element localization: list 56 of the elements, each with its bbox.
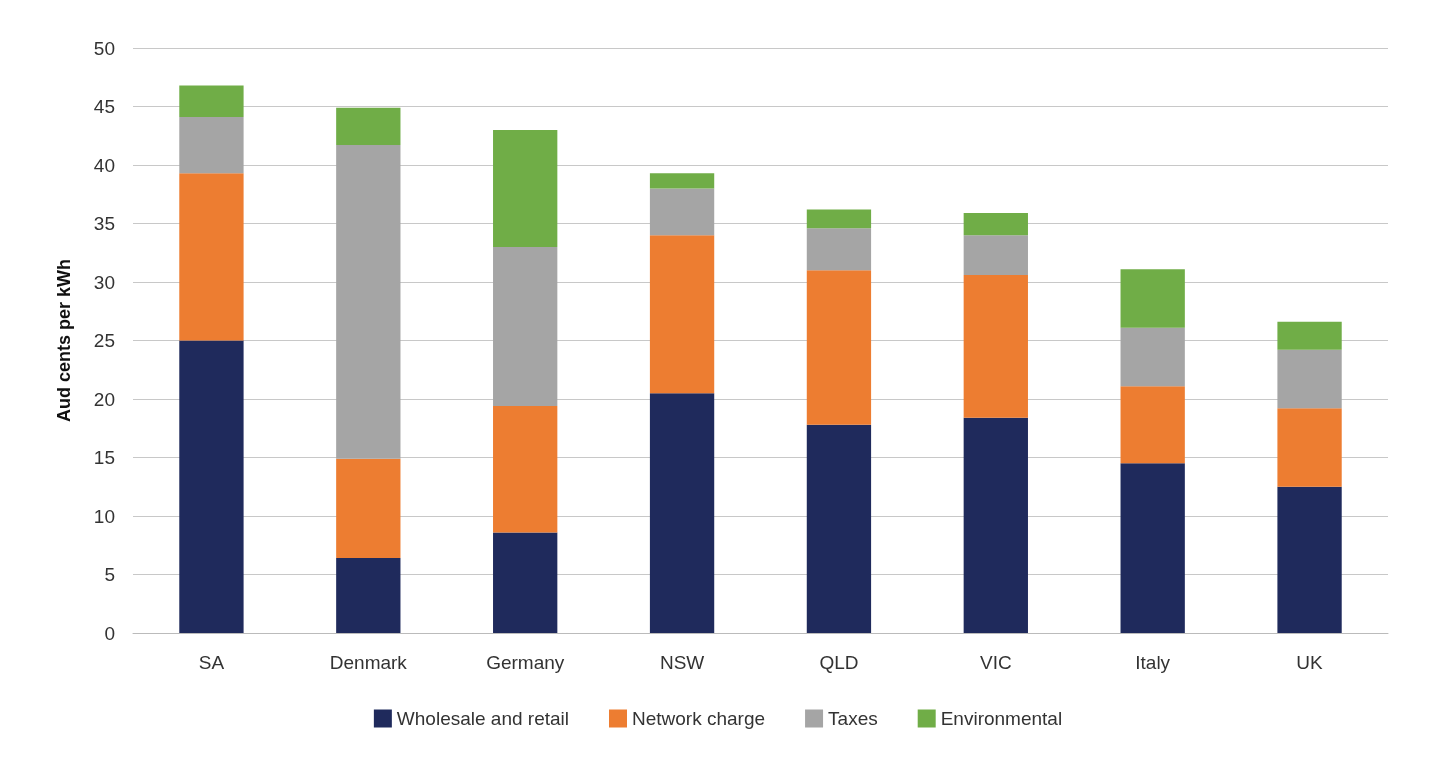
x-tick-label: Italy (1135, 652, 1171, 673)
y-tick-label: 30 (93, 271, 115, 293)
legend-label: Network charge (632, 708, 766, 729)
bar (336, 145, 401, 459)
bar (806, 228, 872, 271)
bar (963, 212, 1028, 236)
x-tick-label: SA (198, 652, 225, 673)
bar (963, 417, 1028, 633)
y-tick-label: 40 (93, 154, 115, 176)
bar (806, 424, 872, 633)
bar (336, 458, 401, 559)
x-tick-label: UK (1296, 652, 1324, 673)
bar (179, 117, 244, 174)
bar (806, 270, 872, 425)
bar (963, 274, 1028, 418)
bar (1277, 486, 1342, 633)
x-tick-label: NSW (659, 652, 705, 673)
bar (179, 340, 244, 633)
y-tick-label: 5 (104, 564, 115, 585)
y-tick-label: 25 (93, 330, 115, 351)
legend-label: Environmental (940, 708, 1063, 729)
bar (1277, 349, 1342, 409)
bar (336, 558, 401, 633)
y-tick-label: 10 (93, 505, 115, 527)
y-tick-label: 15 (93, 447, 115, 468)
bar (649, 393, 715, 633)
bar (649, 173, 715, 189)
bar (1120, 463, 1185, 633)
x-tick-label: Germany (486, 652, 565, 673)
legend-label: Wholesale and retail (396, 708, 570, 729)
y-tick-label: 35 (93, 213, 115, 234)
legend-label: Taxes (828, 708, 878, 729)
bar (1277, 408, 1342, 487)
x-tick-label: Denmark (329, 652, 408, 673)
x-tick-label: QLD (819, 652, 859, 673)
bar (493, 129, 558, 247)
bar (179, 173, 244, 341)
x-tick-label: VIC (979, 652, 1012, 673)
y-tick-label: 50 (93, 37, 115, 59)
bar (1277, 321, 1342, 350)
y-tick-label: 20 (93, 388, 115, 410)
y-tick-label: 0 (104, 622, 115, 644)
bar (963, 235, 1028, 275)
y-axis-title: Aud cents per kWh (54, 258, 74, 423)
bar (1120, 327, 1185, 387)
bar (649, 235, 715, 394)
bar (806, 209, 872, 229)
bar (493, 246, 558, 407)
bar (493, 406, 558, 533)
bar (179, 85, 244, 118)
bar (1120, 386, 1185, 464)
bar (493, 532, 558, 633)
bar (336, 107, 401, 146)
bar (649, 188, 715, 236)
bar (1120, 269, 1185, 328)
y-tick-label: 45 (93, 96, 115, 117)
